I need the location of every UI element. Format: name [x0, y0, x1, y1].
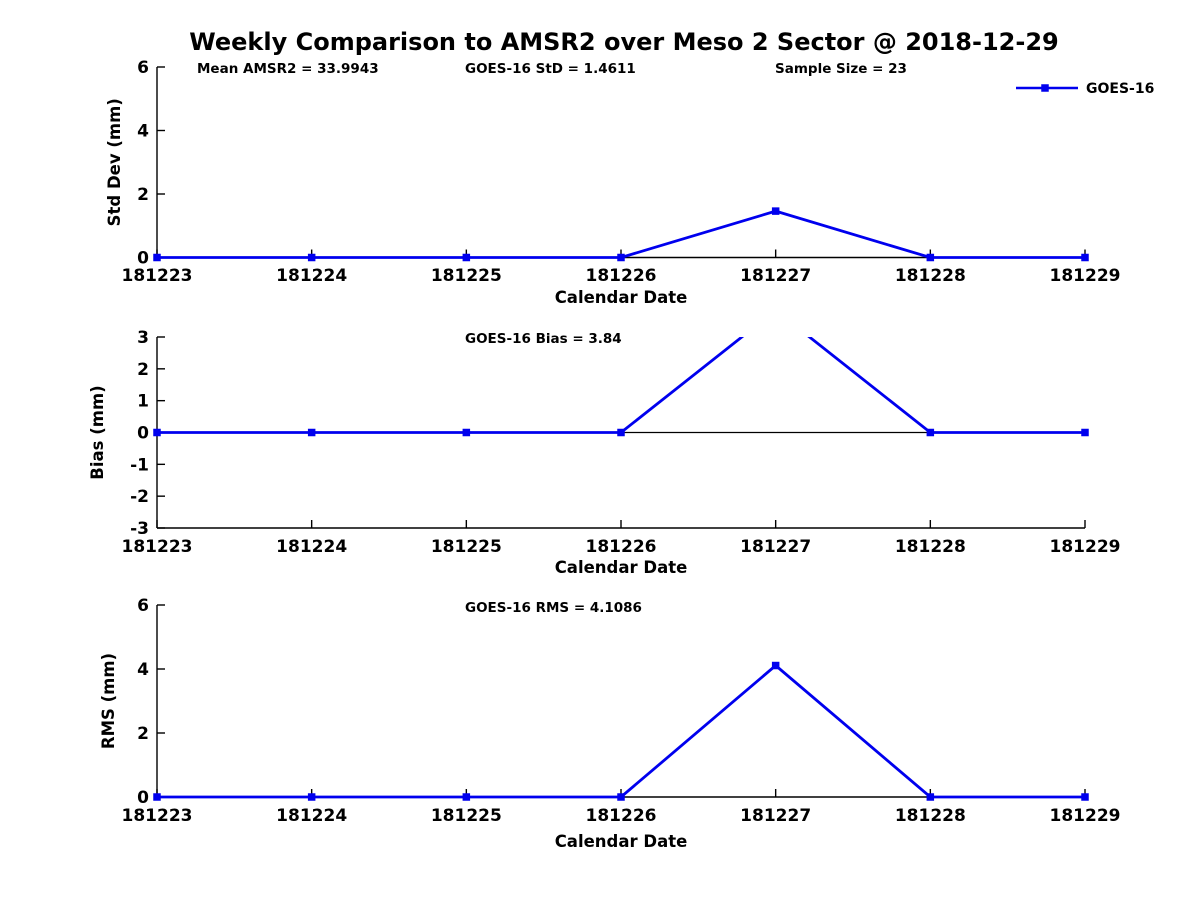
y-tick-label: -2 — [130, 487, 149, 507]
data-point-marker — [926, 793, 935, 801]
x-axis-title: Calendar Date — [555, 558, 688, 577]
subplots-group: 0 2 4 6 181223 181224 181225 181226 181227 181228… — [88, 58, 1120, 851]
y-tick-label: 4 — [137, 122, 149, 142]
data-point-marker — [153, 793, 161, 801]
x-tick-label: 181227 — [740, 537, 811, 557]
x-tick-label: 181223 — [122, 806, 193, 826]
data-point-marker — [307, 428, 316, 437]
data-point-marker — [617, 428, 625, 437]
x-tick-label: 181226 — [586, 537, 657, 557]
y-axis-title: RMS (mm) — [99, 653, 118, 749]
data-point-marker — [617, 793, 625, 801]
data-point-marker — [1081, 428, 1089, 437]
annotation: GOES-16 StD = 1.4611 — [465, 61, 636, 77]
legend-marker — [1041, 84, 1049, 92]
data-point-marker — [153, 428, 161, 437]
y-tick-label: 2 — [137, 724, 149, 744]
subplot-0: 0 2 4 6 181223 181224 181225 181226 181227 181228… — [105, 58, 1120, 307]
x-tick-label: 181224 — [276, 266, 347, 286]
x-tick-label: 181223 — [122, 266, 193, 286]
data-point-marker — [1081, 793, 1089, 801]
y-tick-label: 3 — [137, 328, 149, 348]
data-point-marker — [307, 253, 316, 262]
y-tick-label: 4 — [137, 660, 149, 680]
series-line-GOES-16 — [157, 663, 1085, 799]
annotation: Mean AMSR2 = 33.9943 — [197, 61, 379, 77]
y-tick-label: 0 — [137, 249, 149, 269]
x-tick-label: 181228 — [895, 537, 966, 557]
annotation: GOES-16 Bias = 3.84 — [465, 331, 622, 347]
series-line-GOES-16 — [157, 337, 1085, 434]
data-point-marker — [462, 793, 471, 801]
data-point-marker — [926, 253, 935, 262]
x-tick-label: 181224 — [276, 537, 347, 557]
data-point-marker — [462, 428, 471, 437]
data-point-marker — [771, 661, 780, 670]
x-tick-label: 181225 — [431, 537, 502, 557]
legend-label: GOES-16 — [1086, 81, 1154, 97]
x-tick-label: 181229 — [1050, 806, 1121, 826]
y-tick-label: 6 — [137, 596, 149, 616]
data-point-marker — [307, 793, 316, 801]
y-axis-title: Bias (mm) — [88, 385, 107, 479]
x-axis-title: Calendar Date — [555, 832, 688, 851]
data-point-marker — [926, 428, 935, 437]
x-tick-label: 181223 — [122, 537, 193, 557]
x-tick-label: 181229 — [1050, 266, 1121, 286]
x-tick-label: 181227 — [740, 266, 811, 286]
y-tick-label: 1 — [137, 392, 149, 412]
y-tick-label: 2 — [137, 360, 149, 380]
data-point-marker — [462, 253, 471, 262]
data-point-marker — [1081, 253, 1089, 262]
data-point-marker — [771, 207, 780, 215]
subplot-2: 0 2 4 6 181223 181224 181225 181226 181227 181228… — [99, 596, 1120, 851]
y-axis-title: Std Dev (mm) — [105, 98, 124, 226]
annotation: GOES-16 RMS = 4.1086 — [465, 600, 642, 616]
x-tick-label: 181228 — [895, 806, 966, 826]
subplot-1: -3 -2 -1 0 1 2 3 181223 181224 181225 181226 181227… — [88, 328, 1121, 577]
x-tick-label: 181229 — [1050, 537, 1121, 557]
y-tick-label: 6 — [137, 58, 149, 78]
y-tick-label: 2 — [137, 185, 149, 205]
y-tick-label: -3 — [130, 519, 149, 539]
y-tick-label: -1 — [130, 455, 149, 475]
x-tick-label: 181224 — [276, 806, 347, 826]
data-point-marker — [153, 253, 161, 262]
x-tick-label: 181225 — [431, 806, 502, 826]
x-tick-label: 181227 — [740, 806, 811, 826]
x-tick-label: 181225 — [431, 266, 502, 286]
data-point-marker — [617, 253, 625, 262]
x-tick-label: 181226 — [586, 806, 657, 826]
x-tick-label: 181226 — [586, 266, 657, 286]
y-tick-label: 0 — [137, 788, 149, 808]
annotation: Sample Size = 23 — [775, 61, 907, 77]
x-axis-title: Calendar Date — [555, 288, 688, 307]
x-tick-label: 181228 — [895, 266, 966, 286]
legend: GOES-16 — [1016, 81, 1154, 97]
chart-title: Weekly Comparison to AMSR2 over Meso 2 S… — [189, 28, 1058, 56]
y-tick-label: 0 — [137, 424, 149, 444]
